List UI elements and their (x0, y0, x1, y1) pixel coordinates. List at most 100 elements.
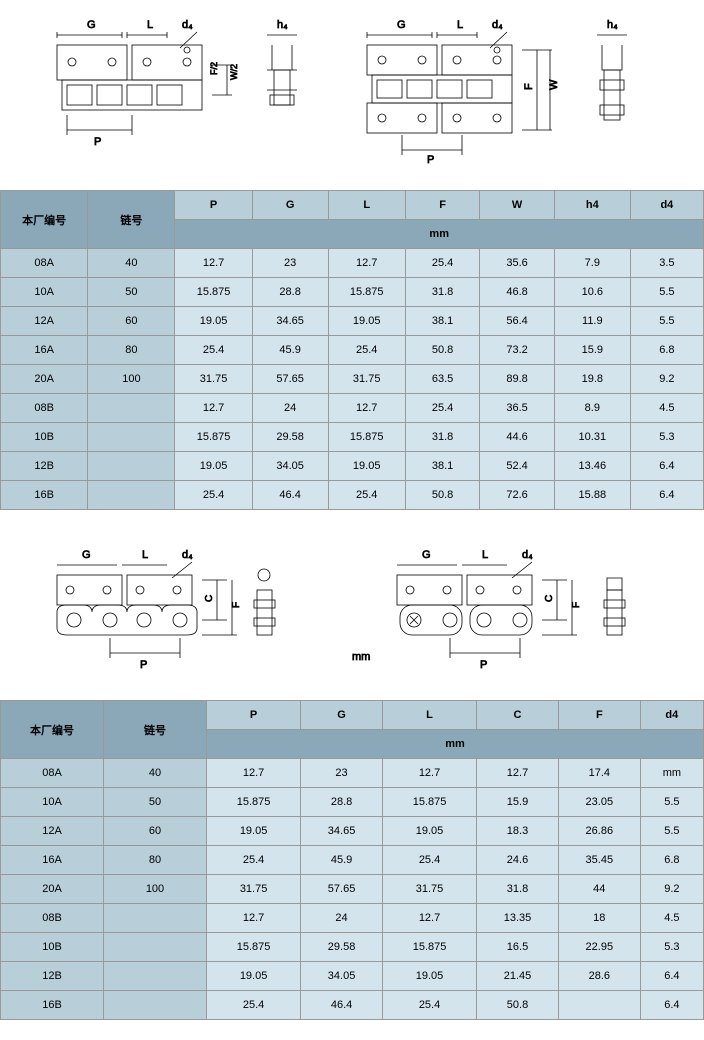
data-cell: 6.4 (640, 991, 703, 1020)
data-cell: 3.5 (630, 249, 703, 278)
svg-text:P: P (94, 136, 101, 148)
data-cell: 28.8 (252, 278, 328, 307)
data-cell: 15.875 (175, 278, 252, 307)
data-cell: 56.4 (480, 307, 555, 336)
table-row: 12B19.0534.0519.0521.4528.66.4 (1, 962, 704, 991)
bottom-diagram-row: G L d₄ P C F mm G L d₄ P C F (0, 530, 704, 690)
col-header: 链号 (88, 191, 175, 249)
data-cell: 57.65 (301, 875, 383, 904)
data-cell: 89.8 (480, 365, 555, 394)
row-chain: 40 (104, 759, 207, 788)
data-cell: 6.4 (630, 452, 703, 481)
table-row: 10A5015.87528.815.87515.923.055.5 (1, 788, 704, 817)
data-cell: 12.7 (175, 249, 252, 278)
data-cell: 25.4 (328, 336, 405, 365)
col-header: d4 (640, 701, 703, 730)
data-cell: 10.6 (554, 278, 630, 307)
data-cell: 21.45 (477, 962, 559, 991)
svg-text:G: G (87, 19, 96, 31)
data-cell: 35.6 (480, 249, 555, 278)
data-cell: 6.8 (640, 846, 703, 875)
data-cell: 5.3 (640, 933, 703, 962)
data-cell: 45.9 (301, 846, 383, 875)
col-header: F (405, 191, 480, 220)
data-cell: 12.7 (328, 249, 405, 278)
row-id: 12B (1, 962, 104, 991)
table-row: 08A4012.72312.712.717.4mm (1, 759, 704, 788)
row-chain (104, 904, 207, 933)
data-cell: 15.9 (477, 788, 559, 817)
data-cell: 31.75 (382, 875, 476, 904)
data-cell: 15.875 (328, 423, 405, 452)
data-cell: 15.88 (554, 481, 630, 510)
col-header: P (175, 191, 252, 220)
data-cell: 15.875 (207, 933, 301, 962)
row-id: 10A (1, 788, 104, 817)
spec-table-1: 本厂编号 链号 P G L F W h4 d4 mm 08A4012.72312… (0, 190, 704, 510)
data-cell: 23 (252, 249, 328, 278)
col-header: L (328, 191, 405, 220)
data-cell: 6.4 (640, 962, 703, 991)
data-cell: 31.75 (328, 365, 405, 394)
data-cell: 28.6 (558, 962, 640, 991)
svg-text:d₄: d₄ (522, 549, 533, 561)
row-id: 10A (1, 278, 88, 307)
svg-text:h₄: h₄ (607, 19, 618, 31)
row-chain: 60 (104, 817, 207, 846)
data-cell: 23.05 (558, 788, 640, 817)
data-cell: 5.3 (630, 423, 703, 452)
col-header: G (301, 701, 383, 730)
row-id: 16A (1, 336, 88, 365)
data-cell: 26.86 (558, 817, 640, 846)
data-cell: 19.05 (382, 962, 476, 991)
svg-text:L: L (457, 19, 463, 31)
data-cell: 38.1 (405, 307, 480, 336)
data-cell: 25.4 (207, 846, 301, 875)
data-cell: 15.875 (175, 423, 252, 452)
data-cell: 45.9 (252, 336, 328, 365)
data-cell: 25.4 (207, 991, 301, 1020)
data-cell: 19.05 (207, 962, 301, 991)
data-cell: 44 (558, 875, 640, 904)
data-cell: 12.7 (382, 759, 476, 788)
row-chain (88, 394, 175, 423)
svg-text:F: F (523, 83, 535, 90)
table-row: 08B12.72412.713.35184.5 (1, 904, 704, 933)
unit-header: mm (175, 220, 704, 249)
data-cell: 15.875 (328, 278, 405, 307)
data-cell: 5.5 (630, 307, 703, 336)
data-cell: 31.8 (477, 875, 559, 904)
col-header: 链号 (104, 701, 207, 759)
data-cell: 13.35 (477, 904, 559, 933)
table-row: 10B15.87529.5815.87516.522.955.3 (1, 933, 704, 962)
row-chain: 40 (88, 249, 175, 278)
svg-text:C: C (204, 595, 215, 602)
data-cell: 19.8 (554, 365, 630, 394)
data-cell: 34.05 (301, 962, 383, 991)
svg-text:G: G (82, 549, 91, 561)
data-cell: 12.7 (382, 904, 476, 933)
row-chain (104, 933, 207, 962)
svg-text:W: W (548, 79, 560, 90)
data-cell: 22.95 (558, 933, 640, 962)
col-header: d4 (630, 191, 703, 220)
data-cell: 38.1 (405, 452, 480, 481)
col-header: C (477, 701, 559, 730)
data-cell: 50.8 (405, 481, 480, 510)
row-chain (104, 962, 207, 991)
svg-text:G: G (397, 19, 406, 31)
row-id: 20A (1, 365, 88, 394)
unit-header: mm (207, 730, 704, 759)
data-cell: 15.9 (554, 336, 630, 365)
row-id: 12A (1, 307, 88, 336)
data-cell: 19.05 (175, 307, 252, 336)
data-cell: 13.46 (554, 452, 630, 481)
data-cell: 72.6 (480, 481, 555, 510)
data-cell: 23 (301, 759, 383, 788)
svg-text:L: L (482, 549, 488, 561)
data-cell: 36.5 (480, 394, 555, 423)
data-cell: 12.7 (207, 759, 301, 788)
table-row: 12A6019.0534.6519.0518.326.865.5 (1, 817, 704, 846)
col-header: L (382, 701, 476, 730)
table-row: 12B19.0534.0519.0538.152.413.466.4 (1, 452, 704, 481)
